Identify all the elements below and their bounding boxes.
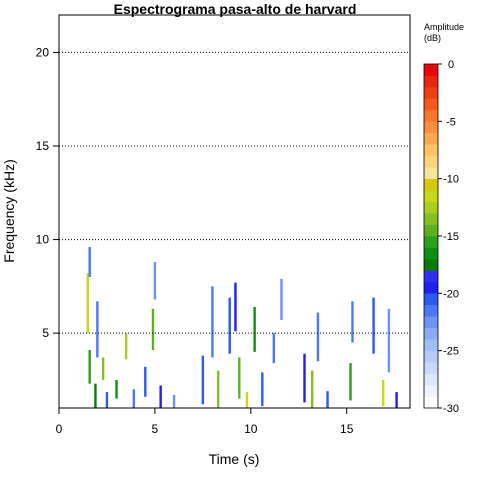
energy-streak-4 — [96, 301, 99, 358]
colorbar-swatch-25 — [424, 109, 438, 122]
y-tick-label-20: 20 — [36, 45, 50, 59]
colorbar-tick-label--15: -15 — [443, 231, 459, 243]
plot-frame — [58, 14, 411, 409]
energy-streak-21 — [245, 392, 249, 408]
colorbar-swatch-1 — [424, 385, 438, 397]
energy-streak-9 — [132, 389, 136, 408]
energy-streak-32 — [372, 297, 375, 354]
energy-streak-5 — [101, 357, 105, 380]
colorbar-tick-label-0: 0 — [448, 59, 454, 71]
colorbar-swatch-28 — [424, 75, 438, 88]
y-tick-label-15: 15 — [36, 139, 50, 153]
energy-streak-33 — [381, 379, 385, 407]
colorbar-tick-label--25: -25 — [443, 346, 459, 358]
colorbar-swatch-8 — [424, 304, 438, 317]
colorbar: 0 -5 -10 -15 -20 -25 -30 — [423, 59, 459, 415]
energy-streak-6 — [105, 392, 109, 408]
colorbar-tick-label--5: -5 — [446, 116, 456, 128]
energy-streak-10 — [144, 366, 147, 397]
colorbar-swatch-29 — [424, 64, 438, 76]
x-tick-label-15: 15 — [340, 422, 354, 436]
energy-streak-11 — [151, 308, 155, 350]
colorbar-swatch-7 — [424, 316, 438, 329]
energy-streak-28 — [316, 312, 320, 362]
colorbar-swatch-20 — [424, 167, 438, 179]
colorbar-swatch-2 — [424, 373, 438, 386]
energy-streak-17 — [216, 370, 220, 408]
y-axis-label: Frequency (kHz) — [1, 159, 17, 262]
colorbar-swatch-12 — [424, 258, 438, 271]
energy-streak-23 — [261, 372, 264, 407]
energy-streak-30 — [349, 363, 352, 401]
energy-streak-27 — [310, 370, 314, 408]
x-tick-label-0: 0 — [56, 422, 63, 436]
x-axis-label: Time (s) — [209, 451, 260, 467]
chart-title: Espectrograma pasa-alto de harvard — [114, 1, 357, 17]
colorbar-swatch-10 — [424, 281, 438, 294]
energy-streak-20 — [238, 357, 241, 399]
energy-streak-35 — [395, 392, 398, 408]
colorbar-swatch-11 — [424, 270, 438, 283]
plot-area — [86, 247, 398, 408]
colorbar-swatch-5 — [424, 339, 438, 351]
energy-streak-16 — [211, 286, 214, 358]
x-axis: 0 5 10 15 — [56, 408, 354, 436]
energy-streak-18 — [228, 297, 231, 354]
energy-streak-8 — [124, 333, 128, 360]
colorbar-swatch-19 — [424, 178, 438, 191]
x-tick-label-10: 10 — [244, 422, 258, 436]
energy-streak-22 — [253, 306, 256, 352]
colorbar-swatch-22 — [424, 144, 438, 157]
colorbar-swatch-24 — [424, 121, 438, 134]
energy-streak-25 — [280, 278, 283, 321]
y-axis: 5 10 15 20 — [36, 45, 59, 340]
energy-streak-13 — [159, 385, 162, 408]
colorbar-swatch-4 — [424, 350, 438, 363]
energy-streak-29 — [326, 391, 329, 408]
x-tick-label-5: 5 — [152, 422, 159, 436]
y-tick-label-10: 10 — [36, 233, 50, 247]
energy-streak-31 — [351, 301, 354, 343]
colorbar-swatch-21 — [424, 155, 438, 168]
colorbar-title-line2: (dB) — [424, 33, 441, 43]
energy-streak-0 — [86, 273, 89, 334]
colorbar-swatch-13 — [424, 247, 438, 260]
energy-streak-3 — [94, 383, 97, 408]
y-tick-label-5: 5 — [42, 326, 49, 340]
colorbar-swatch-18 — [424, 190, 438, 202]
colorbar-swatch-14 — [424, 236, 438, 248]
energy-streak-24 — [272, 333, 276, 364]
colorbar-swatch-27 — [424, 86, 438, 99]
colorbar-swatch-0 — [424, 396, 438, 409]
energy-streak-15 — [201, 355, 205, 405]
colorbar-swatch-23 — [424, 132, 438, 145]
energy-streak-14 — [172, 394, 176, 408]
colorbar-swatch-17 — [424, 201, 438, 214]
colorbar-swatch-6 — [424, 327, 438, 340]
colorbar-swatch-15 — [424, 224, 438, 237]
colorbar-tick-label--10: -10 — [443, 174, 459, 186]
colorbar-tick-label--30: -30 — [443, 403, 459, 415]
energy-streak-26 — [303, 353, 306, 403]
colorbar-title-line1: Amplitude — [424, 22, 464, 32]
energy-streak-19 — [234, 282, 237, 332]
energy-streak-1 — [88, 247, 91, 277]
colorbar-tick-label--20: -20 — [443, 288, 459, 300]
energy-streak-12 — [153, 262, 157, 300]
colorbar-swatch-26 — [424, 98, 438, 111]
colorbar-swatch-9 — [424, 293, 438, 306]
energy-streak-34 — [387, 308, 391, 373]
colorbar-swatch-16 — [424, 213, 438, 225]
colorbar-swatch-3 — [424, 362, 438, 374]
energy-streak-2 — [88, 349, 91, 384]
energy-streak-7 — [115, 379, 118, 399]
